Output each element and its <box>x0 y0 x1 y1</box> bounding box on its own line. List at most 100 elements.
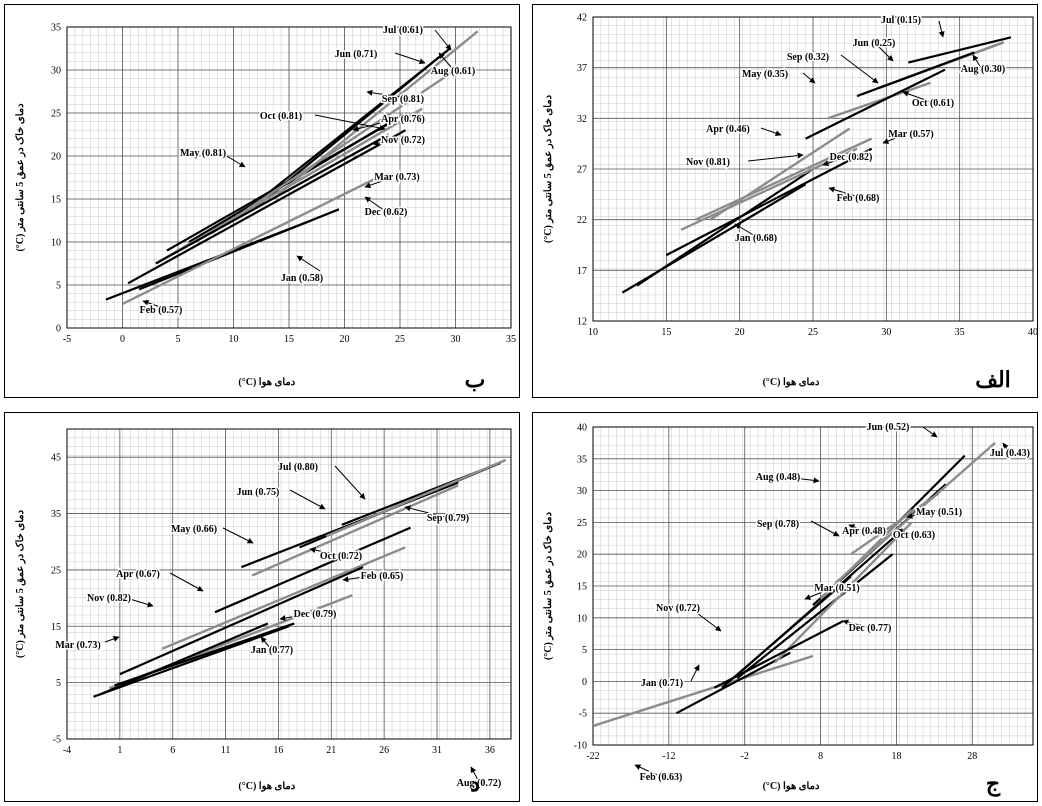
series-label: Dec (0.62) <box>365 207 408 218</box>
annotation-arrow <box>352 117 402 132</box>
series-label: Apr (0.76) <box>381 114 425 125</box>
series-label: Jan (0.68) <box>735 233 777 244</box>
x-tick-label: 40 <box>1028 327 1037 338</box>
series-line-oct <box>805 68 946 140</box>
annotation-arrow <box>902 90 932 103</box>
annotation-arrow <box>906 510 938 519</box>
series-label-halo: Apr (0.48) <box>842 526 886 537</box>
series-label-halo: Sep (0.81) <box>382 94 424 105</box>
plot-frame <box>592 426 1034 746</box>
series-label-halo: Jan (0.58) <box>281 273 323 284</box>
series-label: Mar (0.51) <box>814 583 859 594</box>
series-label-halo: Jan (0.77) <box>251 645 293 656</box>
series-label: Dec (0.82) <box>830 152 873 163</box>
series-label: Sep (0.81) <box>382 94 424 105</box>
series-line-mar <box>127 129 407 285</box>
x-tick-label: -5 <box>63 334 71 345</box>
series-label-halo: Apr (0.67) <box>116 569 160 580</box>
panel-letter: ج <box>986 771 1001 797</box>
series-label-halo: Sep (0.32) <box>787 52 829 63</box>
series-line-aug <box>850 492 939 556</box>
y-tick-label: 45 <box>51 453 61 464</box>
x-tick-label: 31 <box>432 745 442 756</box>
annotation-arrow <box>289 489 326 510</box>
series-line-dec <box>114 622 295 687</box>
series-label-halo: Dec (0.62) <box>365 207 408 218</box>
y-tick-label: 5 <box>56 281 61 292</box>
series-label-halo: Nov (0.72) <box>656 603 700 614</box>
series-line-apr <box>736 553 894 680</box>
series-label-halo: Sep (0.79) <box>427 513 469 524</box>
series-label: Apr (0.48) <box>842 526 886 537</box>
series-label: Jan (0.71) <box>641 678 683 689</box>
annotation-arrow <box>279 612 314 621</box>
series-label: Aug (0.72) <box>457 778 501 789</box>
annotation-arrow <box>896 528 913 535</box>
y-tick-label: 17 <box>577 266 587 277</box>
annotation-arrow <box>169 572 204 592</box>
series-label-halo: Oct (0.63) <box>893 530 935 541</box>
x-tick-label: -4 <box>63 745 71 756</box>
series-label: Mar (0.73) <box>55 640 100 651</box>
series-label-halo: Jan (0.71) <box>641 678 683 689</box>
annotation-arrow <box>219 151 246 168</box>
y-axis-label: دمای خاک در عمق 5 سانتی متر (C°) <box>15 103 26 252</box>
x-tick-label: 18 <box>891 751 901 762</box>
series-label: May (0.66) <box>171 524 217 535</box>
annotation-arrow <box>938 20 945 38</box>
panel-letter: الف <box>975 367 1011 392</box>
series-label-halo: Jun (0.25) <box>853 38 896 49</box>
y-tick-label: 0 <box>582 677 587 688</box>
series-label-halo: Jun (0.52) <box>867 422 910 433</box>
series-line-sep <box>856 51 975 98</box>
series-label-halo: Feb (0.63) <box>640 772 683 783</box>
series-line-nov <box>665 147 873 257</box>
annotation-arrow <box>122 596 154 608</box>
series-label: Mar (0.57) <box>888 129 933 140</box>
series-label: Nov (0.72) <box>656 603 700 614</box>
annotation-arrow <box>470 766 480 783</box>
annotation-arrow <box>848 524 863 531</box>
x-tick-label: 5 <box>176 334 181 345</box>
y-tick-label: 32 <box>577 114 587 125</box>
series-label-halo: Aug (0.30) <box>961 64 1005 75</box>
x-axis-label: دمای هوا (C°) <box>238 377 295 388</box>
y-tick-label: 15 <box>51 622 61 633</box>
series-label-halo: May (0.35) <box>742 69 788 80</box>
series-label: Feb (0.65) <box>361 571 404 582</box>
series-line-apr <box>214 526 412 614</box>
x-tick-label: 10 <box>588 327 598 338</box>
series-line-sep <box>251 484 459 577</box>
series-label-halo: Nov (0.82) <box>87 593 131 604</box>
annotation-arrow <box>309 547 340 556</box>
series-label-halo: Jun (0.75) <box>237 487 280 498</box>
series-label: May (0.35) <box>742 69 788 80</box>
annotation-arrow <box>372 138 402 147</box>
y-tick-label: 20 <box>51 152 61 163</box>
x-tick-label: 35 <box>955 327 965 338</box>
series-line-nov <box>736 534 898 676</box>
series-label-halo: May (0.66) <box>171 524 217 535</box>
series-label: Jun (0.25) <box>853 38 896 49</box>
series-label: Jul (0.61) <box>383 25 423 36</box>
series-label-halo: Aug (0.61) <box>431 66 475 77</box>
series-label-halo: Feb (0.65) <box>361 571 404 582</box>
y-tick-label: 42 <box>577 13 587 24</box>
x-tick-label: 11 <box>221 745 231 756</box>
annotation-arrow <box>334 465 366 500</box>
series-line-nov <box>119 566 364 676</box>
series-line-sep <box>210 69 457 235</box>
series-label: Jan (0.77) <box>251 645 293 656</box>
series-label-halo: Feb (0.57) <box>140 305 183 316</box>
annotation-arrow <box>222 527 254 544</box>
series-label: Jul (0.80) <box>278 462 318 473</box>
annotation-arrow <box>822 155 850 167</box>
x-tick-label: 35 <box>506 334 516 345</box>
series-line-sep <box>819 508 913 600</box>
series-label-halo: Feb (0.68) <box>837 193 880 204</box>
x-tick-label: 6 <box>170 745 175 756</box>
annotation-arrow <box>972 54 982 69</box>
series-label: Sep (0.79) <box>427 513 469 524</box>
annotation-arrow <box>634 764 658 776</box>
